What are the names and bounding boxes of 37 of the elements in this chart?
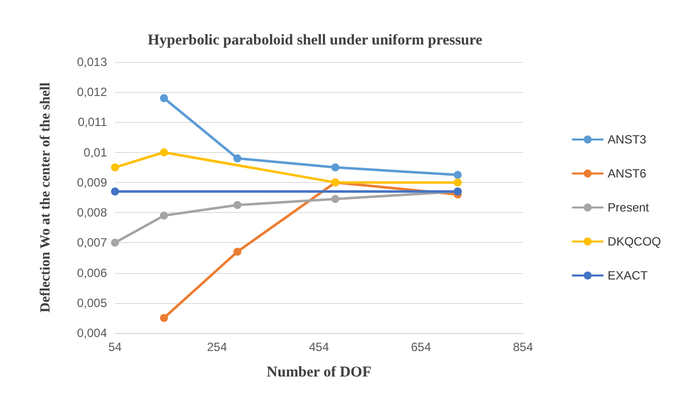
point (454, 178, 462, 186)
x-tick-label: 54 (108, 340, 122, 354)
point (111, 163, 119, 172)
x-tick-label: 254 (206, 340, 228, 354)
y-axis-title: Deflection Wo at the center of the shell (38, 82, 54, 313)
point (111, 238, 119, 247)
y-tick-label: 0,007 (76, 236, 108, 250)
point (454, 170, 462, 179)
point (160, 94, 168, 102)
point (160, 148, 168, 156)
y-tick-label: 0,01 (84, 145, 108, 160)
legend-label: DKQCOQ (608, 234, 662, 248)
y-tick-label: 0,013 (76, 55, 108, 69)
point (160, 314, 168, 322)
point (233, 154, 242, 162)
point (233, 248, 242, 256)
legend-label: Present (608, 200, 650, 214)
legend-label: ANST3 (608, 132, 647, 146)
point (233, 201, 242, 210)
point (160, 212, 168, 220)
x-tick-label: 654 (410, 340, 432, 354)
x-axis-title: Number of DOF (266, 364, 372, 380)
y-tick-label: 0,012 (76, 85, 108, 100)
y-tick-label: 0,009 (76, 175, 108, 190)
y-tick-label: 0,006 (76, 266, 108, 280)
y-tick-label: 0,011 (78, 115, 108, 130)
point (331, 195, 340, 204)
point (111, 187, 119, 196)
y-tick-label: 0,004 (76, 326, 108, 340)
y-tick-label: 0,008 (76, 206, 108, 220)
y-tick-label: 0,005 (76, 296, 108, 310)
chart-title: Hyperbolic paraboloid shell under uniform pressure (148, 32, 483, 48)
point (331, 163, 340, 172)
x-tick-label: 454 (308, 340, 330, 354)
x-tick-label: 854 (512, 340, 534, 354)
legend-label: EXACT (608, 268, 648, 282)
legend-label: ANST6 (608, 166, 647, 180)
